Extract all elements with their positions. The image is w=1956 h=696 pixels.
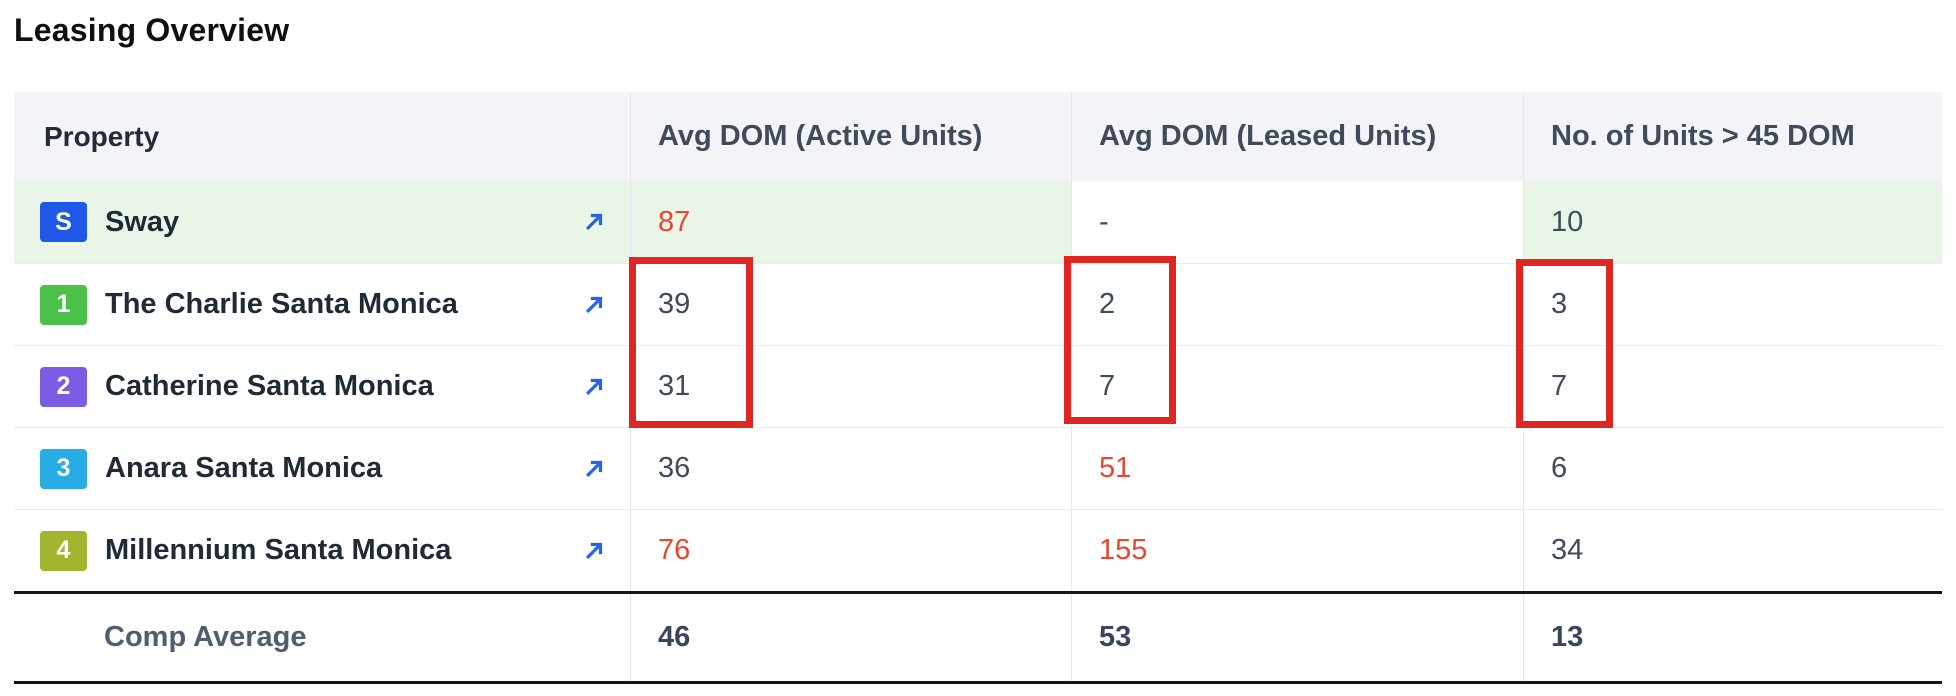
table-row-the-charlie: 1 The Charlie Santa Monica 39 2 3 [14,263,1942,345]
property-cell: 2 Catherine Santa Monica [14,346,630,427]
cell-units-over-45: 10 [1523,181,1942,263]
property-cell: S Sway [14,181,630,263]
cell-avg-dom-leased: 2 [1071,264,1523,345]
table-row-sway: S Sway 87 - 10 [14,181,1942,263]
cell-value: 10 [1551,205,1584,238]
cell-avg-dom-leased: 7 [1071,346,1523,427]
footer-label: Comp Average [104,621,307,653]
column-header-avg-dom-active: Avg DOM (Active Units) [630,92,1071,181]
leasing-table: Property Avg DOM (Active Units) Avg DOM … [14,92,1942,684]
property-badge: S [40,202,87,242]
cell-avg-dom-active: 87 [630,181,1071,263]
property-cell: 4 Millennium Santa Monica [14,510,630,591]
arrow-up-right-icon[interactable] [578,535,610,567]
footer-units-over-45: 13 [1523,594,1942,681]
cell-value: 34 [1551,534,1584,566]
cell-units-over-45: 3 [1523,264,1942,345]
table-row-anara: 3 Anara Santa Monica 36 51 6 [14,427,1942,509]
cell-value: 3 [1551,288,1568,320]
table-header-row: Property Avg DOM (Active Units) Avg DOM … [14,92,1942,181]
property-badge: 3 [40,448,87,489]
cell-value: 39 [658,288,691,320]
arrow-up-right-icon[interactable] [578,289,610,321]
property-badge: 2 [40,366,87,407]
cell-avg-dom-leased: 155 [1071,510,1523,591]
cell-value: 36 [658,452,691,484]
cell-units-over-45: 34 [1523,510,1942,591]
property-cell: 1 The Charlie Santa Monica [14,264,630,345]
table-footer-row: Comp Average 46 53 13 [14,591,1942,681]
property-badge: 1 [40,284,87,325]
property-cell: 3 Anara Santa Monica [14,428,630,509]
cell-value: 76 [658,534,691,566]
footer-avg-dom-leased: 53 [1071,594,1523,681]
cell-units-over-45: 6 [1523,428,1942,509]
cell-avg-dom-active: 36 [630,428,1071,509]
cell-avg-dom-active: 39 [630,264,1071,345]
cell-value: 87 [658,205,691,238]
footer-label-cell: Comp Average [14,594,630,681]
cell-value: 155 [1099,534,1148,566]
cell-avg-dom-active: 31 [630,346,1071,427]
cell-avg-dom-leased: 51 [1071,428,1523,509]
property-name: The Charlie Santa Monica [105,288,458,320]
property-badge: 4 [40,530,87,571]
cell-value: 6 [1551,452,1568,484]
arrow-up-right-icon[interactable] [578,371,610,403]
cell-value: 2 [1099,288,1116,320]
page-title: Leasing Overview [14,12,290,48]
cell-units-over-45: 7 [1523,346,1942,427]
property-name: Anara Santa Monica [105,452,383,484]
cell-avg-dom-active: 76 [630,510,1071,591]
table-row-catherine: 2 Catherine Santa Monica 31 7 7 [14,345,1942,427]
property-name: Catherine Santa Monica [105,370,434,402]
cell-avg-dom-leased: - [1071,181,1523,263]
cell-value: 7 [1551,370,1568,402]
arrow-up-right-icon[interactable] [578,453,610,485]
footer-avg-dom-active: 46 [630,594,1071,681]
column-header-units-over-45-dom: No. of Units > 45 DOM [1523,92,1942,181]
column-header-avg-dom-leased: Avg DOM (Leased Units) [1071,92,1523,181]
cell-value: 31 [658,370,691,402]
table-row-millennium: 4 Millennium Santa Monica 76 155 34 [14,509,1942,591]
cell-value: 7 [1099,370,1116,402]
column-header-property: Property [14,92,630,181]
property-name: Millennium Santa Monica [105,534,452,566]
arrow-up-right-icon[interactable] [578,206,610,238]
cell-value: - [1099,205,1109,238]
property-name: Sway [105,205,180,238]
cell-value: 51 [1099,452,1132,484]
